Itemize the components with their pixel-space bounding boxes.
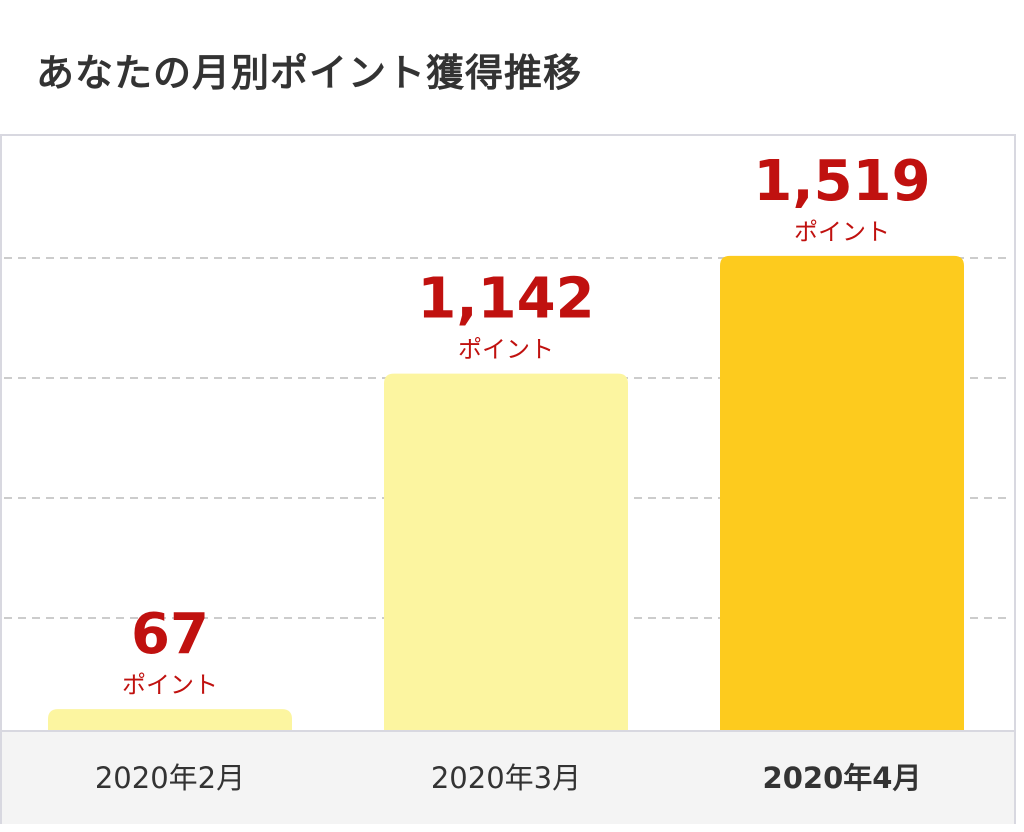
bar-2 [384,373,628,730]
value-label-2: 1,142 [417,267,594,332]
x-tick-label-2: 2020年3月 [431,761,581,795]
page-title: あなたの月別ポイント獲得推移 [36,51,583,95]
x-tick-label-1: 2020年2月 [95,761,245,795]
unit-label-1: ポイント [122,671,218,699]
x-tick-label-3: 2020年4月 [763,761,922,795]
x-axis-band [2,730,1014,824]
bar-1 [48,709,292,730]
value-label-1: 67 [131,602,209,667]
unit-label-2: ポイント [458,336,554,364]
unit-label-3: ポイント [794,218,890,246]
bar-3 [720,255,964,730]
value-label-3: 1,519 [753,149,930,214]
